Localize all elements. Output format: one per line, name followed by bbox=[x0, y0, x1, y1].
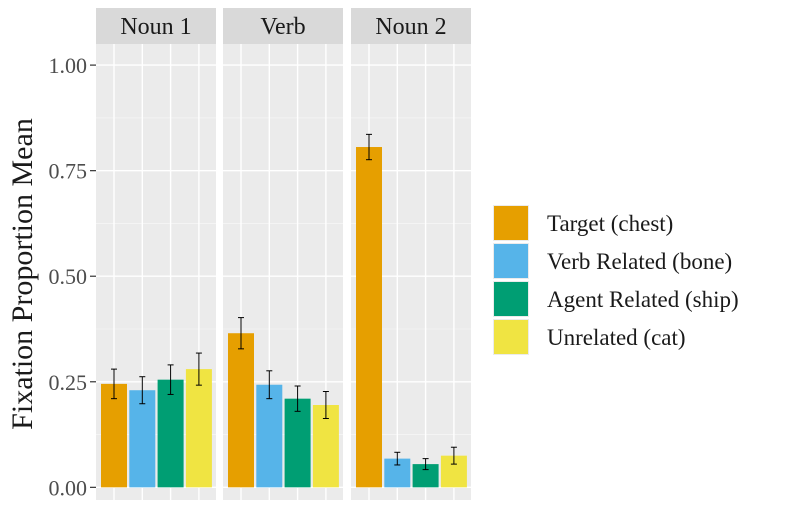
legend-label: Target (chest) bbox=[547, 211, 673, 236]
bar-noun-1-series-2 bbox=[157, 379, 184, 488]
error-bar bbox=[422, 458, 429, 471]
panel-noun-2: Noun 2 bbox=[351, 8, 471, 500]
legend-item: Target (chest) bbox=[493, 205, 673, 241]
facet-strip-label: Noun 1 bbox=[120, 14, 191, 40]
error-bar bbox=[366, 133, 372, 161]
error-bar bbox=[167, 364, 174, 395]
bar-verb-series-1 bbox=[256, 384, 283, 488]
bar-noun-1-series-3 bbox=[185, 369, 212, 488]
facet-strip-label: Verb bbox=[260, 14, 305, 40]
error-bar bbox=[238, 317, 244, 350]
bar-noun-1-series-1 bbox=[129, 390, 156, 488]
legend-item: Unrelated (cat) bbox=[493, 319, 686, 355]
error-bar bbox=[139, 376, 146, 405]
bar-verb-series-2 bbox=[284, 398, 311, 488]
error-bar bbox=[195, 352, 202, 386]
error-bar bbox=[111, 368, 117, 400]
legend-item: Verb Related (bone) bbox=[493, 243, 732, 279]
facet-strip bbox=[223, 8, 343, 44]
facet-strip bbox=[351, 8, 471, 44]
legend-label: Verb Related (bone) bbox=[547, 249, 732, 274]
legend-key bbox=[494, 206, 528, 240]
bar-noun-1-series-0 bbox=[101, 383, 127, 488]
panel-noun-1: Noun 1 bbox=[96, 8, 216, 500]
panel-verb: Verb bbox=[223, 8, 343, 500]
legend-label: Unrelated (cat) bbox=[547, 325, 686, 350]
y-axis-title: Fixation Proportion Mean bbox=[6, 118, 39, 430]
facet-panels: Noun 1 Verb Noun 2 bbox=[96, 8, 471, 500]
legend-item: Agent Related (ship) bbox=[493, 281, 739, 317]
y-tick-label: 0.50 bbox=[49, 264, 88, 289]
bar-noun-2-series-2 bbox=[412, 464, 439, 488]
legend-key bbox=[494, 244, 528, 278]
bar-noun-2-series-0 bbox=[356, 147, 382, 488]
error-bar bbox=[450, 446, 457, 465]
y-axis: 0.00 0.25 0.50 0.75 1.00 bbox=[49, 53, 96, 500]
legend-key bbox=[494, 320, 528, 354]
y-tick-label: 0.75 bbox=[49, 159, 88, 184]
error-bar bbox=[294, 385, 301, 412]
y-tick-label: 0.25 bbox=[49, 370, 88, 395]
facet-strip bbox=[96, 8, 216, 44]
legend-label: Agent Related (ship) bbox=[547, 287, 739, 312]
bar-verb-series-0 bbox=[228, 333, 254, 488]
facet-strip-label: Noun 2 bbox=[375, 14, 446, 40]
error-bar bbox=[394, 451, 401, 466]
y-tick-label: 0.00 bbox=[49, 475, 88, 500]
legend: Target (chest) Verb Related (bone) Agent R… bbox=[493, 205, 739, 355]
legend-key bbox=[494, 282, 528, 316]
y-tick-label: 1.00 bbox=[49, 53, 88, 78]
error-bar bbox=[322, 390, 329, 420]
error-bar bbox=[266, 370, 273, 400]
